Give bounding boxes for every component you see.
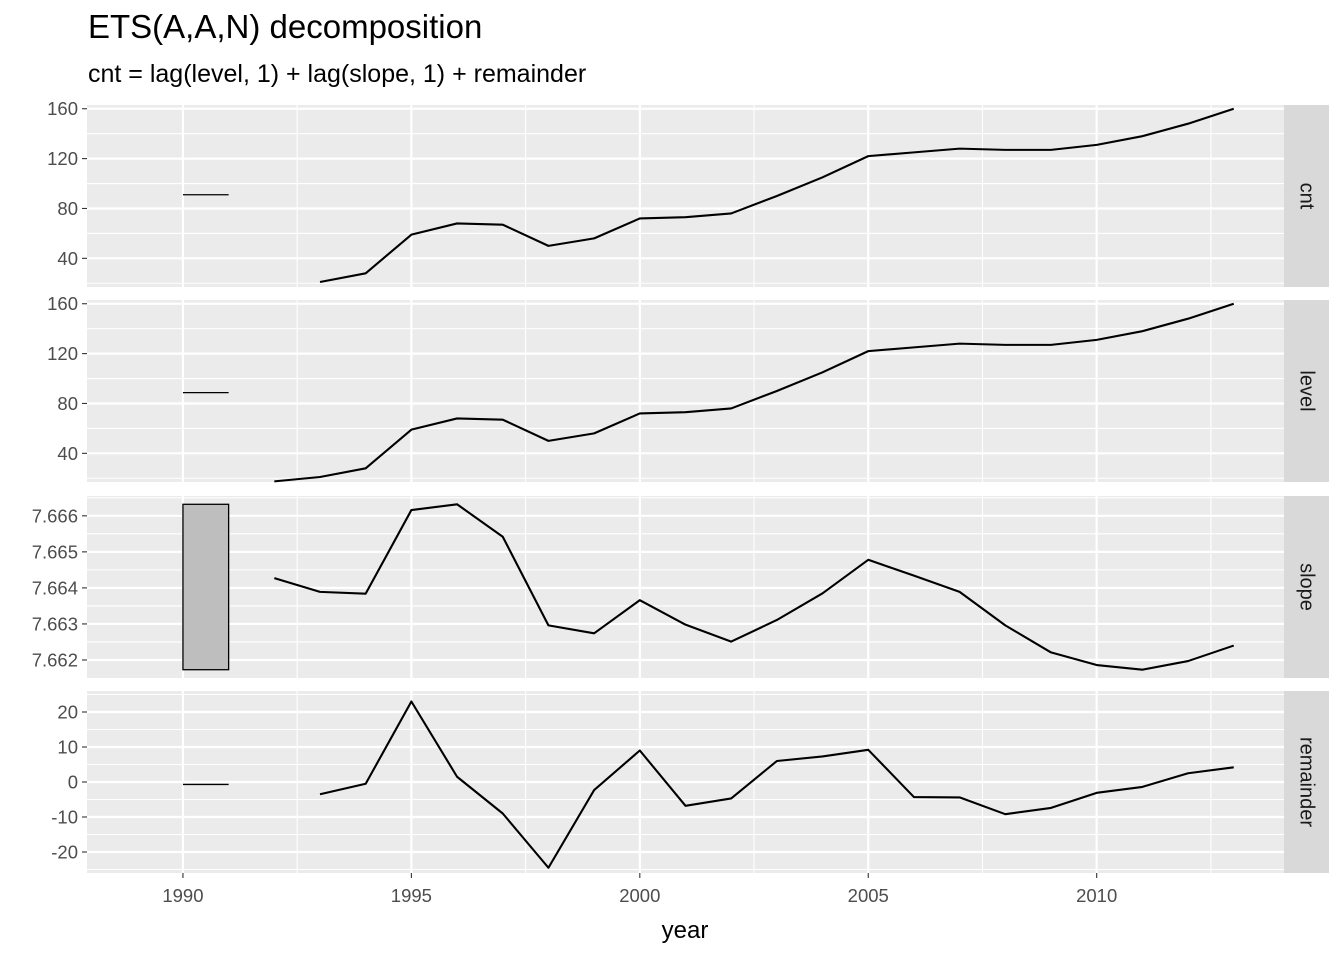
- y-tick-label: 120: [47, 148, 78, 169]
- y-tick-label: -20: [51, 842, 78, 863]
- scale-bar: [182, 503, 230, 671]
- y-tick-label: 7.666: [32, 505, 78, 526]
- panels-layer: 4080120160cnt4080120160level7.6627.6637.…: [32, 98, 1329, 873]
- y-tick-label: 7.663: [32, 613, 78, 634]
- series-line-remainder: [319, 700, 1234, 869]
- x-tick-label: 1995: [391, 885, 432, 906]
- x-tick-label: 1990: [162, 885, 203, 906]
- facet-strip-label: cnt: [1296, 183, 1318, 210]
- y-tick-label: 80: [57, 393, 78, 414]
- y-tick-label: 40: [57, 248, 78, 269]
- chart-subtitle: cnt = lag(level, 1) + lag(slope, 1) + re…: [88, 60, 587, 88]
- panel-slope: 7.662 7.663 7.664 7.665 7.666 slope: [32, 496, 1329, 678]
- facet-strip: [1284, 496, 1329, 678]
- y-tick-label: 7.664: [32, 577, 78, 598]
- chart-title: ETS(A,A,N) decomposition: [88, 8, 483, 45]
- x-tick-label: 2010: [1076, 885, 1117, 906]
- facet-strip: [1284, 691, 1329, 873]
- facet-strip-label: slope: [1296, 563, 1318, 611]
- y-tick-label: 120: [47, 343, 78, 364]
- series-line-slope: [274, 503, 1235, 671]
- y-tick-label: -10: [51, 807, 78, 828]
- panel-cnt: 40 80 120 160 cnt: [47, 98, 1329, 287]
- y-tick-label: 160: [47, 293, 78, 314]
- y-tick-label: 80: [57, 198, 78, 219]
- series-line-cnt: [319, 107, 1235, 284]
- panel-background: [87, 105, 1284, 287]
- facet-strip-label: level: [1296, 370, 1318, 411]
- y-tick-label: 20: [57, 702, 78, 723]
- y-tick-label: 0: [68, 772, 78, 793]
- y-tick-label: 160: [47, 98, 78, 119]
- facet-strip: [1284, 105, 1329, 287]
- y-tick-label: 10: [57, 737, 78, 758]
- x-axis: 1990 1995 2000 2005 2010: [162, 873, 1117, 906]
- x-tick-label: 2005: [848, 885, 889, 906]
- x-axis-title: year: [662, 917, 709, 944]
- y-tick-label: 7.662: [32, 649, 78, 670]
- x-tick-label: 2000: [619, 885, 660, 906]
- y-tick-label: 40: [57, 443, 78, 464]
- series-line-level: [274, 302, 1235, 483]
- panel-level: 40 80 120 160 level: [47, 293, 1329, 483]
- facet-strip: [1284, 300, 1329, 482]
- y-tick-label: 7.665: [32, 541, 78, 562]
- facet-strip-label: remainder: [1296, 737, 1318, 827]
- panel-background: [87, 300, 1284, 482]
- panel-remainder: -20 -10 0 10 20 remainder: [51, 691, 1329, 873]
